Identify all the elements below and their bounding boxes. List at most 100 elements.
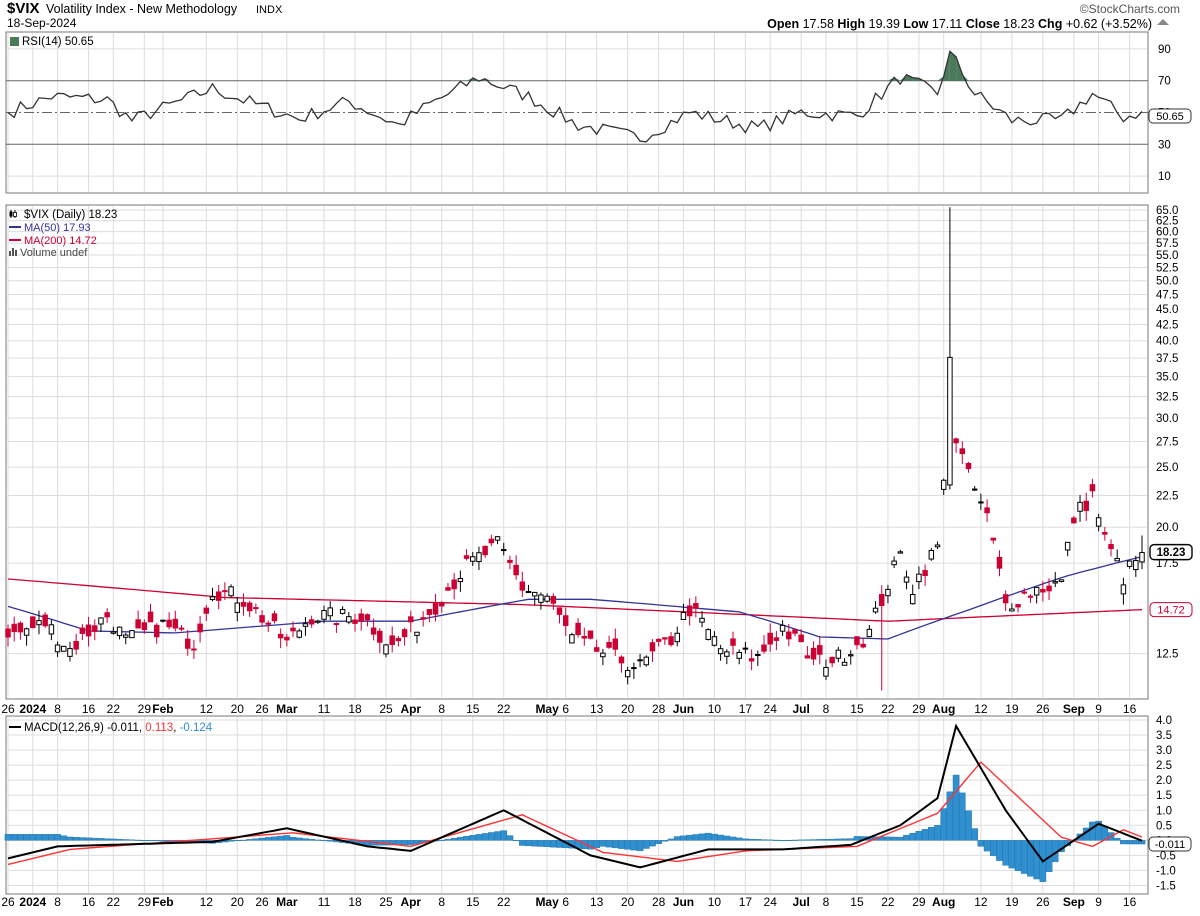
macd-panel-frame — [5, 715, 1149, 895]
candle-body — [624, 669, 631, 678]
macd-histogram-bar — [593, 840, 600, 848]
rsi-legend-text: RSI(14) 50.65 — [22, 36, 94, 48]
candle-body — [978, 501, 984, 504]
candle-body — [123, 634, 129, 638]
macd-histogram-bar — [661, 840, 669, 842]
candle-body — [606, 642, 612, 648]
candle-body — [804, 655, 811, 659]
macd-histogram-bar — [934, 825, 941, 841]
candle-body — [470, 556, 476, 562]
x-tick-label: 8 — [54, 702, 61, 716]
candle-body — [482, 545, 488, 556]
candle-body — [457, 578, 464, 583]
price-tick-label: 20.0 — [1156, 522, 1178, 534]
x-tick-label: 29 — [138, 895, 152, 909]
candle-body — [1120, 584, 1127, 595]
candle-body — [928, 549, 935, 560]
macd-panel: 4.03.53.02.52.01.51.00.50.0-0.5-1.0-1.5 … — [4, 715, 1192, 895]
macd-histogram-bar — [977, 840, 985, 847]
candle-body — [135, 619, 141, 629]
candle-body — [259, 615, 265, 623]
x-tick-label: 8 — [823, 702, 830, 716]
macd-tick-label: -1.5 — [1156, 880, 1176, 892]
volume-legend-text: Volume undef — [20, 247, 88, 259]
macd-histogram-bar — [444, 838, 452, 841]
macd-histogram-bar — [525, 840, 532, 847]
candle-body — [940, 479, 947, 490]
macd-histogram-bar — [773, 839, 780, 841]
macd-histogram-bar — [110, 838, 117, 841]
candle-body — [290, 627, 296, 632]
rsi-tick-label: 70 — [1158, 76, 1171, 88]
candle-body — [265, 622, 271, 625]
candle-body — [965, 462, 972, 470]
candle-body — [947, 356, 953, 486]
macd-histogram-bar — [847, 838, 855, 841]
macd-histogram-bar — [791, 839, 799, 841]
x-tick-label: 26 — [255, 702, 269, 716]
macd-histogram-bar — [989, 840, 997, 857]
candle-body — [1002, 594, 1009, 604]
stockcharts-brand[interactable]: ©StockCharts.com — [1080, 2, 1180, 16]
candle-body — [401, 629, 408, 638]
x-tick-label: 26 — [1, 895, 15, 909]
candle-body — [370, 627, 377, 635]
macd-histogram-bar — [283, 835, 291, 841]
candle-body — [23, 628, 30, 636]
high-label: High — [837, 17, 865, 31]
macd-histogram-bar — [66, 836, 74, 841]
macd-tick-label: -0.5 — [1156, 850, 1176, 862]
macd-tick-label: 0.5 — [1156, 820, 1172, 832]
x-tick-label: Aug — [932, 702, 955, 716]
candle-body — [618, 656, 625, 664]
x-tick-label: 15 — [850, 702, 864, 716]
candle-body — [1133, 560, 1139, 571]
x-axis-top: 26 2024 8 16 22 29 Feb 12 20 26 Mar 11 18 25 Apr 8 15 22 M… — [1, 702, 1136, 716]
macd-line — [7, 723, 1143, 869]
candle-body — [779, 624, 786, 632]
candle-body — [129, 630, 135, 639]
macd-histogram-bar — [10, 834, 18, 841]
macd-histogram-bar — [4, 834, 12, 841]
candle-body — [321, 610, 327, 620]
candle-body — [953, 438, 959, 444]
candle-body — [519, 581, 526, 591]
macd-histogram-bar — [500, 830, 508, 841]
x-tick-label: 26 — [1036, 895, 1050, 909]
macd-tick-label: 3.5 — [1156, 730, 1172, 742]
x-tick-label: 28 — [652, 702, 666, 716]
candle-body — [352, 619, 358, 624]
macd-tick-label: 3.0 — [1156, 745, 1172, 757]
macd-legend-prefix: MACD(12,26,9) — [24, 722, 104, 734]
candle-body — [971, 488, 978, 491]
candle-body — [724, 651, 730, 657]
candle-body — [835, 649, 842, 659]
macd-histogram-bar — [29, 834, 37, 841]
candle-body — [141, 622, 148, 631]
price-tick-label: 57.5 — [1156, 238, 1178, 250]
macd-histogram-bar — [54, 834, 61, 841]
volume-bars-icon — [9, 248, 17, 256]
candle-body — [531, 591, 538, 597]
chevron-up-icon[interactable] — [1157, 19, 1169, 25]
candle-body — [228, 586, 234, 597]
x-tick-label: 19 — [1005, 702, 1019, 716]
candle-body — [1095, 517, 1102, 527]
macd-histogram-bar — [1002, 840, 1009, 866]
ma50-line — [7, 555, 1143, 640]
candle-body — [841, 661, 848, 666]
macd-histogram-bar — [60, 835, 68, 841]
rsi-panel: 9070503010 RSI(14) 50.65 50.65 — [5, 31, 1192, 194]
candle-body — [556, 607, 563, 615]
candle-body — [699, 617, 705, 623]
macd-histogram-bar — [723, 835, 731, 841]
candle-body — [934, 544, 941, 548]
macd-histogram-bar — [1089, 821, 1096, 841]
x-tick-label: 8 — [823, 895, 830, 909]
price-tick-label: 52.5 — [1156, 263, 1178, 275]
macd-legend-signal: 0.113 — [145, 722, 173, 734]
macd-histogram-bar — [463, 836, 470, 841]
macd-histogram-bar — [401, 840, 408, 846]
candle-body — [333, 623, 340, 626]
price-legend: $VIX (Daily) 18.23 MA(50) 17.93 MA(200) … — [9, 209, 117, 259]
